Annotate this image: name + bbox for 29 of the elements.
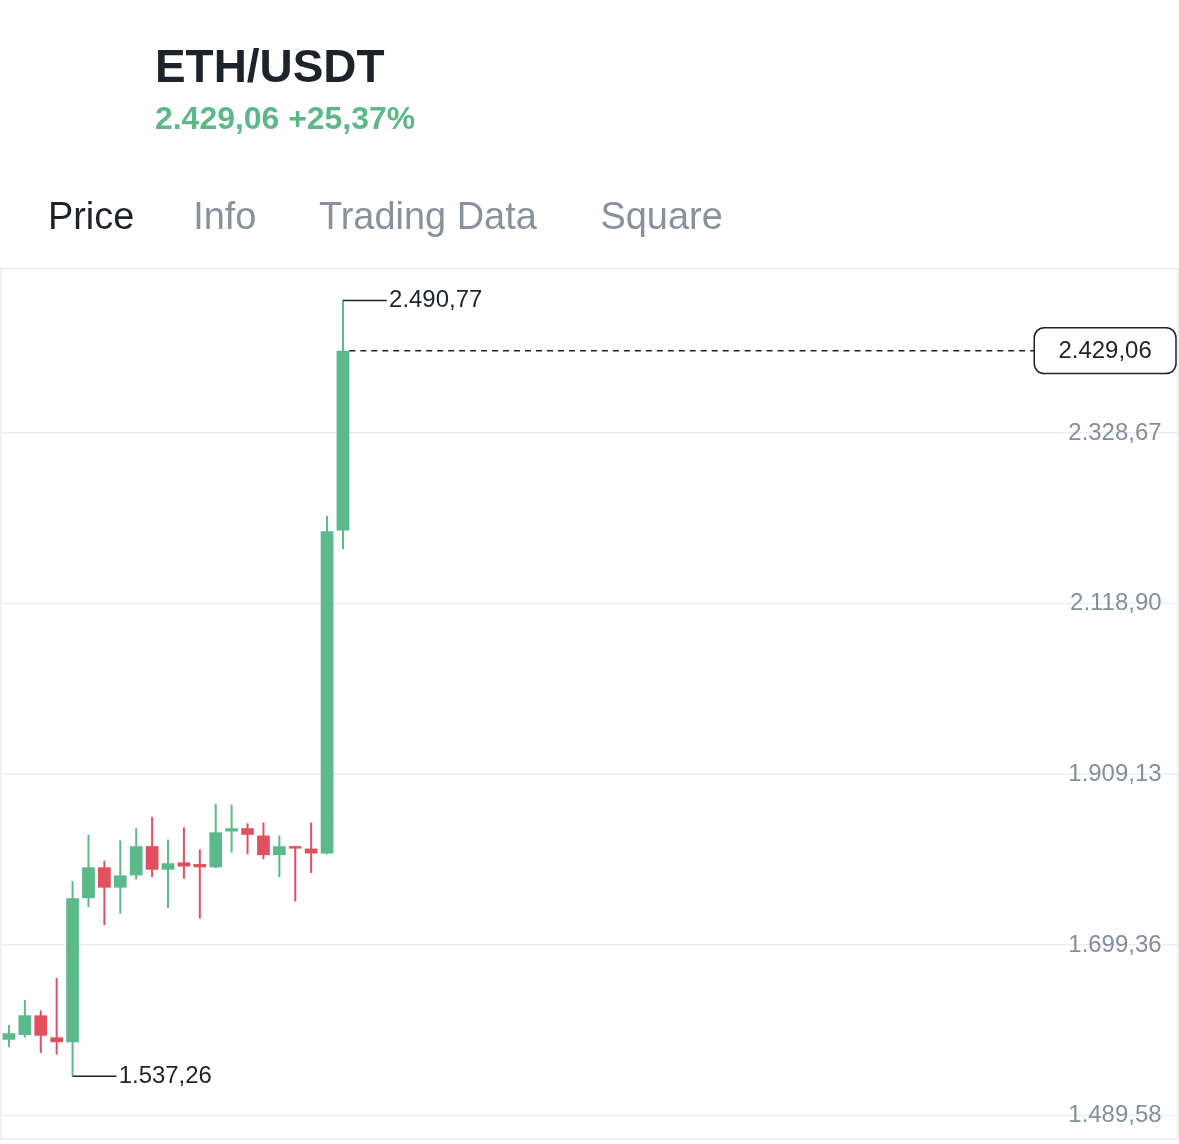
y-tick-label: 1.489,58	[1068, 1100, 1162, 1128]
candlestick	[34, 1009, 48, 1054]
candlestick	[98, 859, 111, 927]
chart-title: ETH/USDT	[154, 39, 385, 92]
y-tick-label: 2.328,67	[1068, 417, 1162, 445]
ref-line-label: 2.429,06	[1058, 335, 1152, 363]
text: Price	[47, 194, 135, 237]
candlestick	[241, 822, 254, 856]
annotation: 2.490,77	[389, 285, 483, 313]
text: Info	[193, 194, 257, 237]
y-tick-label: 1.909,13	[1068, 759, 1162, 787]
candlestick	[257, 821, 270, 861]
candlestick	[2, 1024, 16, 1049]
y-tick-label: 1.699,36	[1068, 929, 1162, 957]
candlestick	[145, 815, 159, 879]
candlestick	[272, 834, 286, 879]
text: Square	[600, 194, 723, 237]
candlestick	[225, 803, 238, 854]
y-tick-label: 2.118,90	[1070, 588, 1162, 616]
candlestick	[288, 845, 302, 903]
chart-subtitle: 2.429,06 +25,37%	[154, 99, 416, 136]
candlestick	[50, 976, 64, 1056]
annotation: 1.537,26	[118, 1061, 212, 1089]
candlestick	[18, 998, 32, 1039]
candlestick	[161, 838, 175, 909]
candlestick	[193, 848, 207, 920]
candlestick	[177, 826, 191, 880]
text: Trading Data	[318, 194, 538, 237]
candlestick	[113, 839, 127, 915]
